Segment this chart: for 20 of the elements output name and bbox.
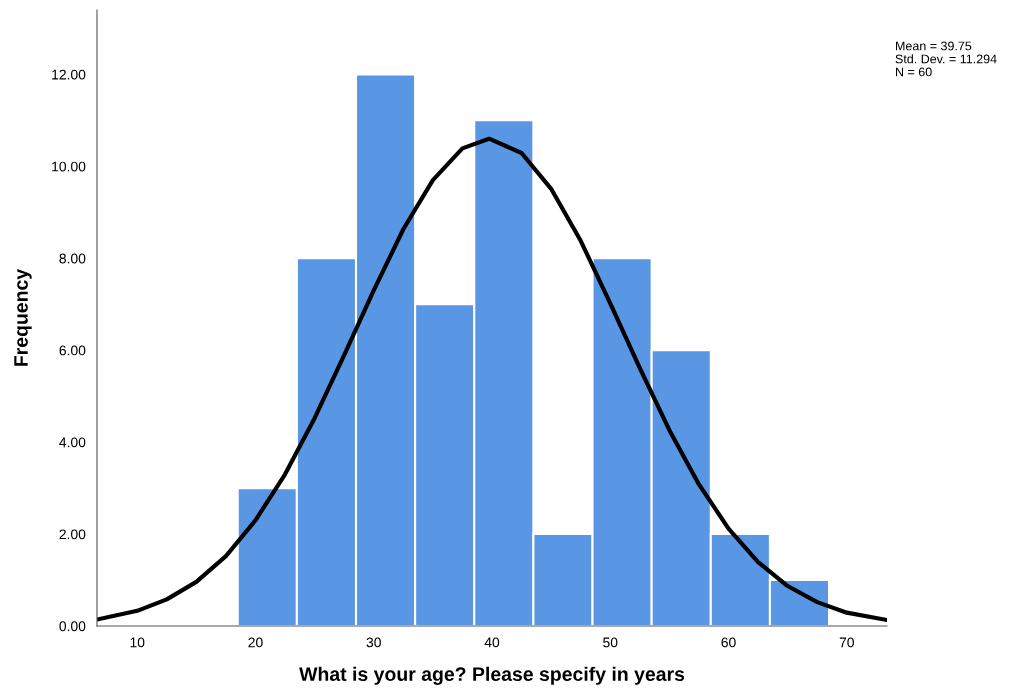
- x-tick-label: 70: [839, 637, 854, 648]
- x-tick-label: 20: [248, 637, 263, 648]
- text: Mean = 39.75: [896, 41, 972, 51]
- y-tick-label: 10.00: [52, 161, 86, 172]
- x-tick-label: 40: [484, 637, 500, 648]
- y-tick-label: 6.00: [59, 345, 86, 356]
- y-tick-label: 12.00: [52, 69, 86, 80]
- y-tick-label: 4.00: [59, 437, 86, 448]
- x-tick-label: 50: [603, 637, 618, 648]
- x-axis-title: What is your age? Please specify in years: [299, 666, 685, 685]
- x-tick-label: 60: [721, 637, 736, 648]
- y-tick-label: 0.00: [59, 621, 86, 632]
- x-tick-label: 10: [130, 637, 145, 648]
- text: Std. Dev. = 11.294: [895, 54, 997, 64]
- line-series: [97, 136, 887, 623]
- x-tick-label: 30: [366, 637, 381, 648]
- y-axis-title: Frequency: [14, 268, 32, 366]
- text: N = 60: [896, 67, 932, 77]
- y-tick-label: 8.00: [59, 253, 86, 264]
- y-tick-label: 2.00: [59, 529, 86, 540]
